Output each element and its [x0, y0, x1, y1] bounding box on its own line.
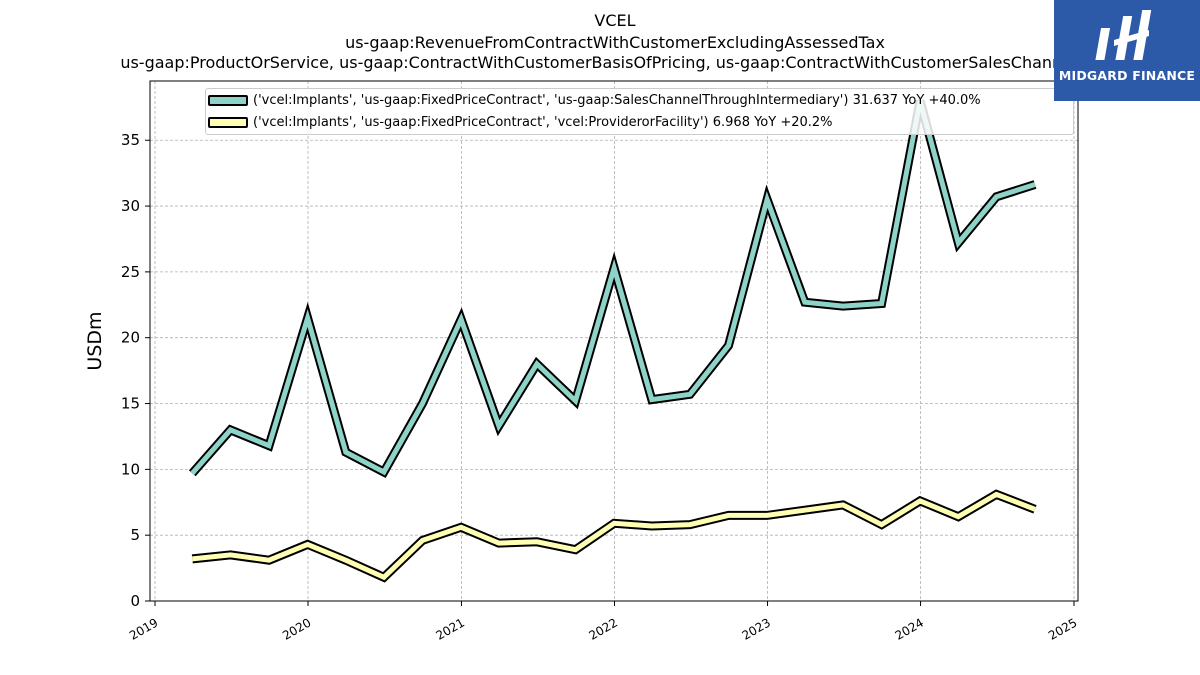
legend-label-provider: ('vcel:Implants', 'us-gaap:FixedPriceCon… — [253, 114, 833, 130]
chart-subtitle-concept: us-gaap:RevenueFromContractWithCustomerE… — [345, 33, 885, 52]
legend[interactable]: ('vcel:Implants', 'us-gaap:FixedPriceCon… — [205, 88, 1074, 135]
y-tick-label: 35 — [121, 131, 140, 149]
series-lines — [188, 99, 1037, 583]
y-tick-label: 10 — [121, 460, 140, 478]
y-tick-label: 0 — [130, 592, 140, 610]
logo-text: MIDGARD FINANCE — [1058, 68, 1196, 83]
chart-subtitle-axes: us-gaap:ProductOrService, us-gaap:Contra… — [120, 53, 1110, 72]
y-tick-label: 25 — [121, 263, 140, 281]
logo-mark-icon — [1095, 10, 1152, 60]
chart-title: VCEL — [594, 11, 636, 30]
x-tick-label: 2019 — [127, 615, 160, 642]
x-tick-label: 2024 — [893, 615, 926, 642]
y-axis-label: USDm — [84, 311, 106, 370]
x-tick-label: 2025 — [1046, 615, 1079, 642]
grid — [150, 81, 1078, 602]
x-tick-label: 2021 — [434, 615, 467, 642]
legend-swatch-intermediary — [208, 95, 248, 106]
x-tick-label: 2020 — [280, 615, 313, 642]
x-tick-label: 2023 — [740, 615, 773, 642]
legend-label-intermediary: ('vcel:Implants', 'us-gaap:FixedPriceCon… — [253, 92, 981, 108]
series-line — [192, 491, 1036, 581]
midgard-finance-logo: MIDGARD FINANCE — [1054, 0, 1200, 101]
y-tick-label: 30 — [121, 197, 140, 215]
legend-swatch-provider — [208, 117, 248, 128]
y-tick-label: 5 — [130, 526, 140, 544]
y-tick-label: 15 — [121, 395, 140, 413]
series-line — [190, 100, 1036, 476]
x-tick-label: 2022 — [587, 615, 620, 642]
y-tick-label: 20 — [121, 329, 140, 347]
